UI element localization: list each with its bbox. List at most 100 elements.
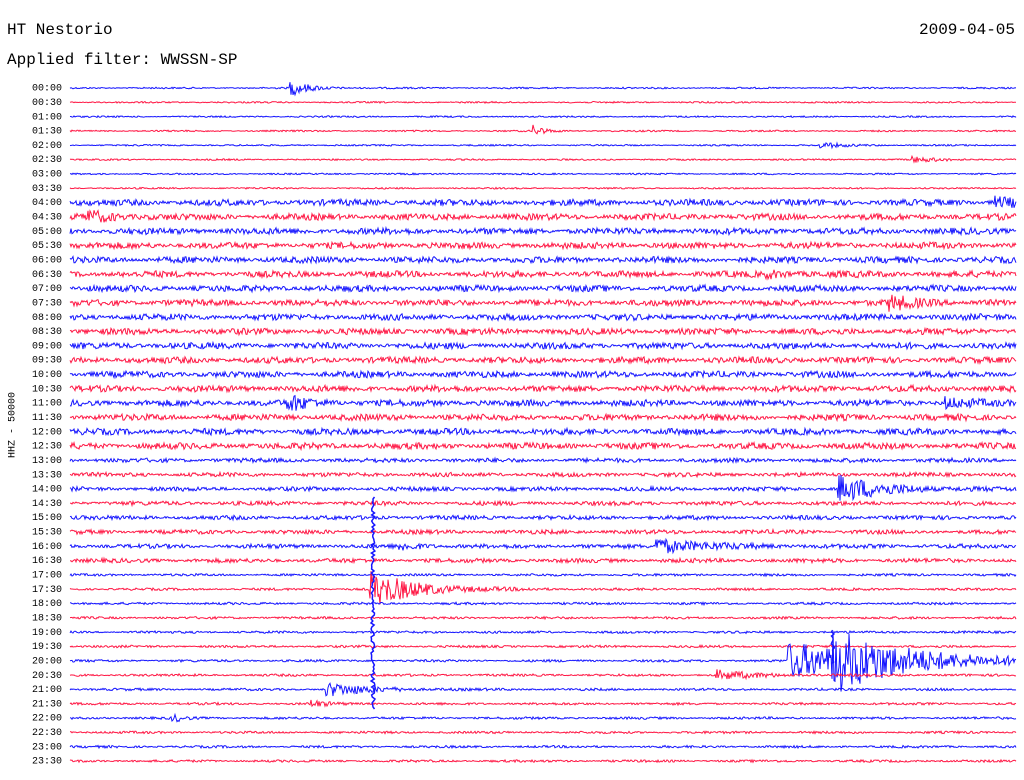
row-time-label: 17:30 xyxy=(32,585,62,596)
row-time-label: 21:30 xyxy=(32,699,62,710)
row-time-label: 09:30 xyxy=(32,356,62,367)
trace xyxy=(69,412,1017,423)
row-time-label: 10:30 xyxy=(32,384,62,395)
trace xyxy=(69,513,1017,522)
trace xyxy=(69,712,1017,723)
row-time-label: 02:00 xyxy=(32,141,62,152)
trace xyxy=(69,283,1017,294)
axis-label: HHZ - 50000 xyxy=(8,392,19,458)
trace xyxy=(69,294,1017,312)
row-time-label: 12:30 xyxy=(32,442,62,453)
trace xyxy=(69,758,1017,764)
trace xyxy=(69,312,1017,322)
row-time-label: 09:00 xyxy=(32,341,62,352)
trace xyxy=(69,195,1017,208)
row-time-label: 19:00 xyxy=(32,628,62,639)
row-time-label: 00:00 xyxy=(32,84,62,95)
trace xyxy=(69,537,1017,555)
trace xyxy=(69,571,1017,605)
row-time-label: 03:00 xyxy=(32,170,62,181)
row-time-label: 05:00 xyxy=(32,227,62,238)
row-time-label: 14:30 xyxy=(32,499,62,510)
trace xyxy=(69,730,1017,735)
row-time-label: 20:30 xyxy=(32,671,62,682)
row-time-label: 08:00 xyxy=(32,313,62,324)
row-time-label: 23:30 xyxy=(32,757,62,768)
trace xyxy=(69,340,1017,351)
trace xyxy=(69,572,1017,578)
row-time-label: 18:30 xyxy=(32,613,62,624)
row-time-label: 05:30 xyxy=(32,241,62,252)
row-time-label: 15:30 xyxy=(32,528,62,539)
row-time-label: 11:00 xyxy=(32,399,62,410)
row-time-label: 11:30 xyxy=(32,413,62,424)
row-time-label: 06:00 xyxy=(32,255,62,266)
row-time-label: 15:00 xyxy=(32,513,62,524)
trace xyxy=(69,186,1017,190)
row-time-label: 23:00 xyxy=(32,742,62,753)
trace xyxy=(69,141,1017,150)
trace xyxy=(69,744,1017,750)
trace xyxy=(69,474,1017,502)
row-time-label: 16:00 xyxy=(32,542,62,553)
row-time-label: 14:00 xyxy=(32,485,62,496)
trace xyxy=(69,527,1017,536)
trace xyxy=(69,644,1017,649)
trace xyxy=(69,114,1017,119)
trace xyxy=(69,100,1017,105)
trace xyxy=(69,209,1017,223)
row-time-label: 12:00 xyxy=(32,427,62,438)
row-time-label: 00:30 xyxy=(32,98,62,109)
row-time-label: 18:00 xyxy=(32,599,62,610)
trace xyxy=(69,629,1017,635)
row-time-label: 03:30 xyxy=(32,184,62,195)
row-time-label: 21:00 xyxy=(32,685,62,696)
trace xyxy=(69,456,1017,465)
trace xyxy=(69,426,1017,437)
quake-spike xyxy=(369,496,377,710)
row-time-label: 04:30 xyxy=(32,213,62,224)
row-time-label: 16:30 xyxy=(32,556,62,567)
row-time-label: 22:30 xyxy=(32,728,62,739)
trace xyxy=(69,470,1017,479)
row-time-label: 04:00 xyxy=(32,198,62,209)
trace xyxy=(69,601,1017,607)
row-time-label: 20:00 xyxy=(32,656,62,667)
record-date: 2009-04-05 xyxy=(918,21,1015,39)
trace xyxy=(69,499,1017,508)
row-time-label: 22:00 xyxy=(32,714,62,725)
trace xyxy=(69,172,1017,176)
trace xyxy=(69,82,1017,97)
row-time-label: 01:30 xyxy=(32,127,62,138)
trace xyxy=(69,369,1017,380)
trace xyxy=(69,394,1017,411)
row-time-label: 17:00 xyxy=(32,571,62,582)
row-time-label: 19:30 xyxy=(32,642,62,653)
trace xyxy=(69,240,1017,251)
quake-spike xyxy=(830,629,836,665)
trace xyxy=(69,225,1017,237)
trace xyxy=(69,255,1017,265)
trace xyxy=(69,326,1016,337)
trace xyxy=(69,682,1017,697)
row-time-label: 10:00 xyxy=(32,370,62,381)
trace xyxy=(69,615,1017,621)
trace xyxy=(69,699,1017,708)
trace xyxy=(69,154,1017,164)
trace xyxy=(69,556,1017,565)
row-time-label: 02:30 xyxy=(32,155,62,166)
row-time-label: 08:30 xyxy=(32,327,62,338)
trace xyxy=(69,355,1017,365)
row-time-label: 13:30 xyxy=(32,470,62,481)
station-name: HT Nestorio xyxy=(7,21,113,39)
row-time-label: 06:30 xyxy=(32,270,62,281)
row-time-label: 07:30 xyxy=(32,298,62,309)
trace xyxy=(69,669,1017,681)
trace xyxy=(69,383,1017,394)
trace xyxy=(69,124,1017,135)
row-time-label: 07:00 xyxy=(32,284,62,295)
trace xyxy=(69,630,1017,692)
trace xyxy=(69,269,1017,281)
